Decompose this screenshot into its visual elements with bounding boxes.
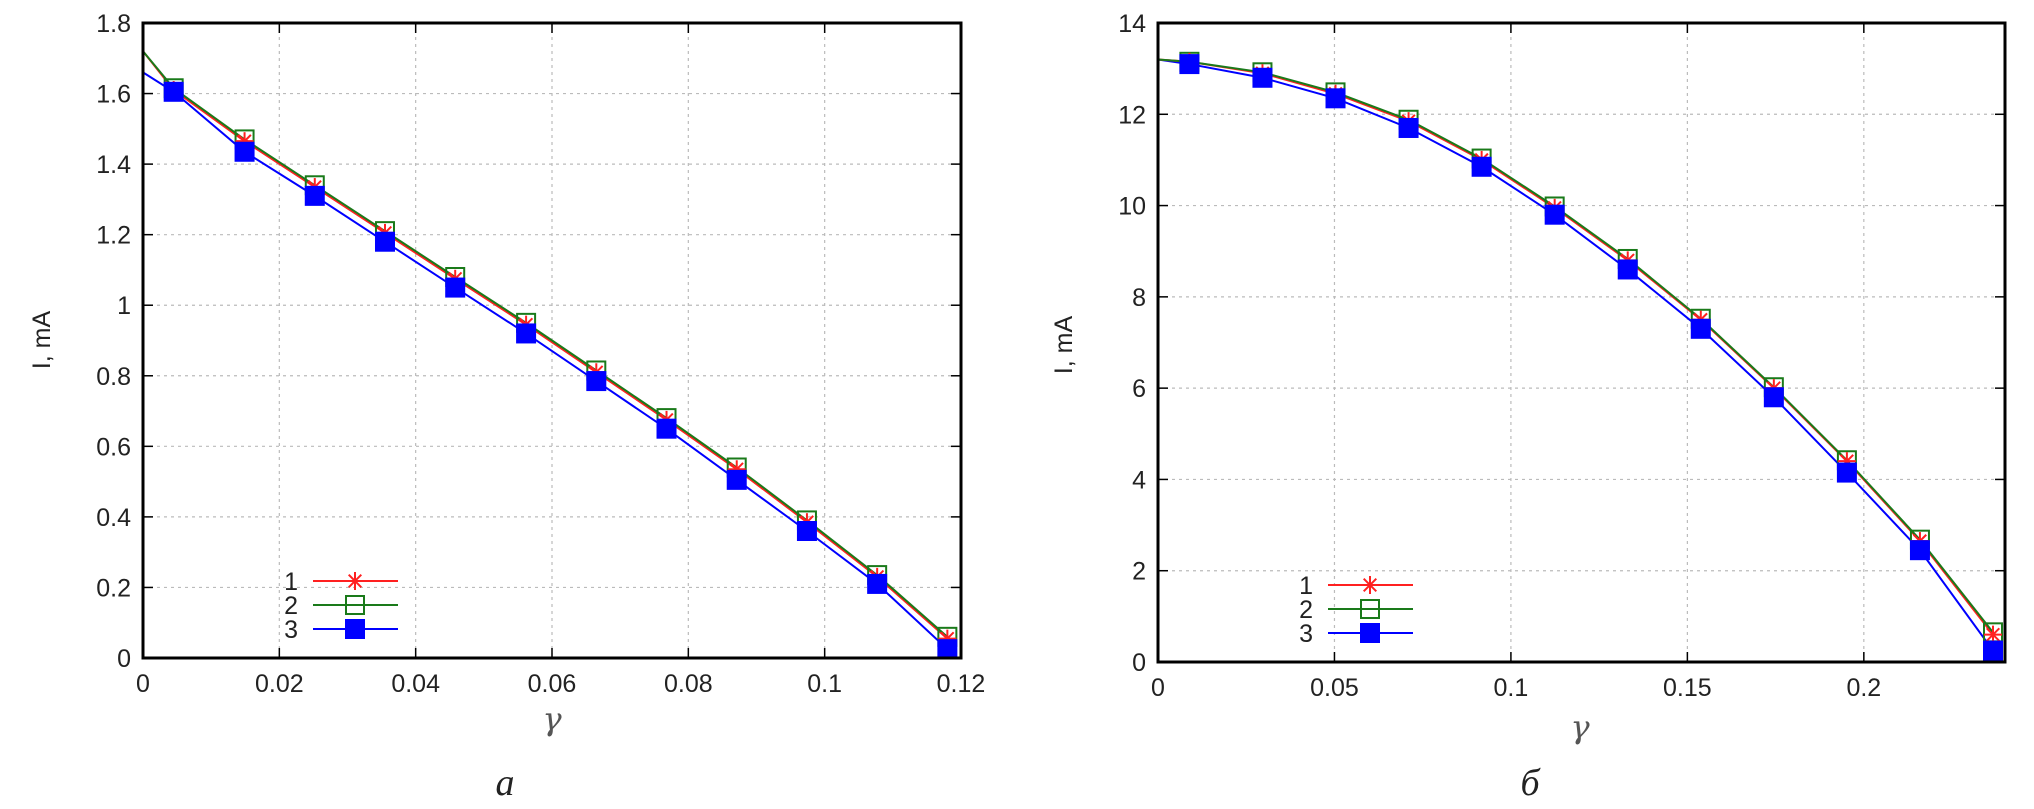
data-point-series-3 bbox=[1398, 117, 1419, 138]
legend-label: 3 bbox=[284, 616, 298, 644]
legend-label: 2 bbox=[1299, 596, 1313, 624]
y-axis-label: I, mA bbox=[28, 311, 56, 370]
data-point-series-3 bbox=[1983, 640, 2004, 661]
x-tick-label: 0.08 bbox=[664, 670, 713, 698]
asterisk-stroke bbox=[1985, 627, 2001, 642]
y-tick-label: 0.2 bbox=[96, 574, 131, 602]
y-axis-label: I, mA bbox=[1050, 316, 1078, 375]
chart-caption: б bbox=[1520, 762, 1541, 804]
series-line-1 bbox=[1157, 58, 1994, 636]
legend-label: 2 bbox=[284, 592, 298, 620]
data-point-series-3 bbox=[586, 371, 607, 392]
data-point-series-3 bbox=[796, 521, 817, 541]
x-tick-label: 0.04 bbox=[391, 670, 440, 698]
data-point-series-3 bbox=[1836, 462, 1857, 483]
series-line-3 bbox=[1157, 58, 1994, 652]
series-line-2 bbox=[1157, 58, 1994, 633]
data-point-series-3 bbox=[726, 469, 747, 490]
asterisk-stroke bbox=[1362, 577, 1378, 593]
data-point-series-3 bbox=[445, 277, 466, 298]
y-tick-label: 2 bbox=[1132, 558, 1146, 586]
data-point-series-3 bbox=[374, 231, 395, 252]
series-line-3 bbox=[142, 71, 949, 650]
x-tick-label: 0.12 bbox=[937, 670, 986, 698]
data-point-series-3 bbox=[1690, 318, 1711, 339]
data-point-series-3 bbox=[1763, 387, 1784, 408]
data-point-series-3 bbox=[937, 639, 958, 660]
data-point-series-3 bbox=[1617, 259, 1638, 280]
legend-label: 1 bbox=[284, 568, 298, 596]
x-tick-label: 0.1 bbox=[1494, 674, 1529, 702]
plot-frame bbox=[141, 21, 963, 660]
x-tick-label: 0.2 bbox=[1846, 674, 1881, 702]
data-point-series-3 bbox=[1325, 88, 1346, 109]
y-tick-label: 1.8 bbox=[96, 10, 131, 38]
data-point-series-3 bbox=[516, 323, 537, 344]
y-tick-label: 0 bbox=[1132, 649, 1146, 677]
x-tick-label: 0.15 bbox=[1663, 674, 1712, 702]
data-point-series-3 bbox=[304, 185, 325, 206]
y-tick-label: 0 bbox=[117, 645, 131, 673]
data-point-series-3 bbox=[234, 141, 255, 162]
legend-marker bbox=[345, 595, 365, 615]
y-tick-label: 0.8 bbox=[96, 363, 131, 391]
legend-marker bbox=[345, 619, 365, 639]
y-tick-label: 0.6 bbox=[96, 433, 131, 461]
y-tick-label: 1.2 bbox=[96, 222, 131, 250]
data-point-series-3 bbox=[867, 573, 888, 594]
data-point-series-3 bbox=[1471, 156, 1492, 177]
y-tick-label: 4 bbox=[1132, 466, 1146, 494]
x-tick-label: 0.02 bbox=[255, 670, 304, 698]
chart-caption: а bbox=[496, 762, 515, 804]
legend-label: 1 bbox=[1299, 572, 1313, 600]
y-tick-label: 0.4 bbox=[96, 504, 131, 532]
x-axis-label: γ bbox=[542, 700, 562, 738]
y-tick-label: 14 bbox=[1118, 10, 1146, 38]
y-tick-label: 8 bbox=[1132, 284, 1146, 312]
x-tick-label: 0 bbox=[1151, 674, 1165, 702]
y-tick-label: 10 bbox=[1118, 193, 1146, 221]
series-line-2 bbox=[142, 50, 949, 638]
data-point-series-3 bbox=[1909, 540, 1930, 561]
legend-marker bbox=[1360, 599, 1380, 619]
data-point-series-3 bbox=[1179, 54, 1200, 75]
y-tick-label: 1.6 bbox=[96, 81, 131, 109]
y-tick-label: 6 bbox=[1132, 375, 1146, 403]
y-tick-label: 12 bbox=[1118, 101, 1146, 129]
x-tick-label: 0.1 bbox=[807, 670, 842, 698]
data-point-series-3 bbox=[1252, 67, 1273, 88]
data-point-series-3 bbox=[656, 418, 677, 439]
data-point-series-3 bbox=[163, 81, 184, 102]
y-tick-label: 1 bbox=[117, 292, 131, 320]
legend-marker bbox=[1360, 623, 1380, 643]
x-tick-label: 0.06 bbox=[528, 670, 577, 698]
plot-frame bbox=[1156, 21, 2007, 664]
y-tick-label: 1.4 bbox=[96, 151, 131, 179]
data-point-series-3 bbox=[1544, 204, 1565, 225]
series-line-1 bbox=[142, 50, 949, 640]
x-tick-label: 0 bbox=[136, 670, 150, 698]
legend-label: 3 bbox=[1299, 620, 1313, 648]
asterisk-stroke bbox=[347, 573, 363, 589]
x-tick-label: 0.05 bbox=[1310, 674, 1359, 702]
x-axis-label: γ bbox=[1570, 708, 1590, 746]
chart-a: I, mA γ а 0 0.02 0.04 0.06 0.08 0.1 0.12 0 0.2 0.… bbox=[28, 10, 985, 804]
legend-marker bbox=[1361, 576, 1379, 594]
legend-marker bbox=[346, 572, 364, 590]
